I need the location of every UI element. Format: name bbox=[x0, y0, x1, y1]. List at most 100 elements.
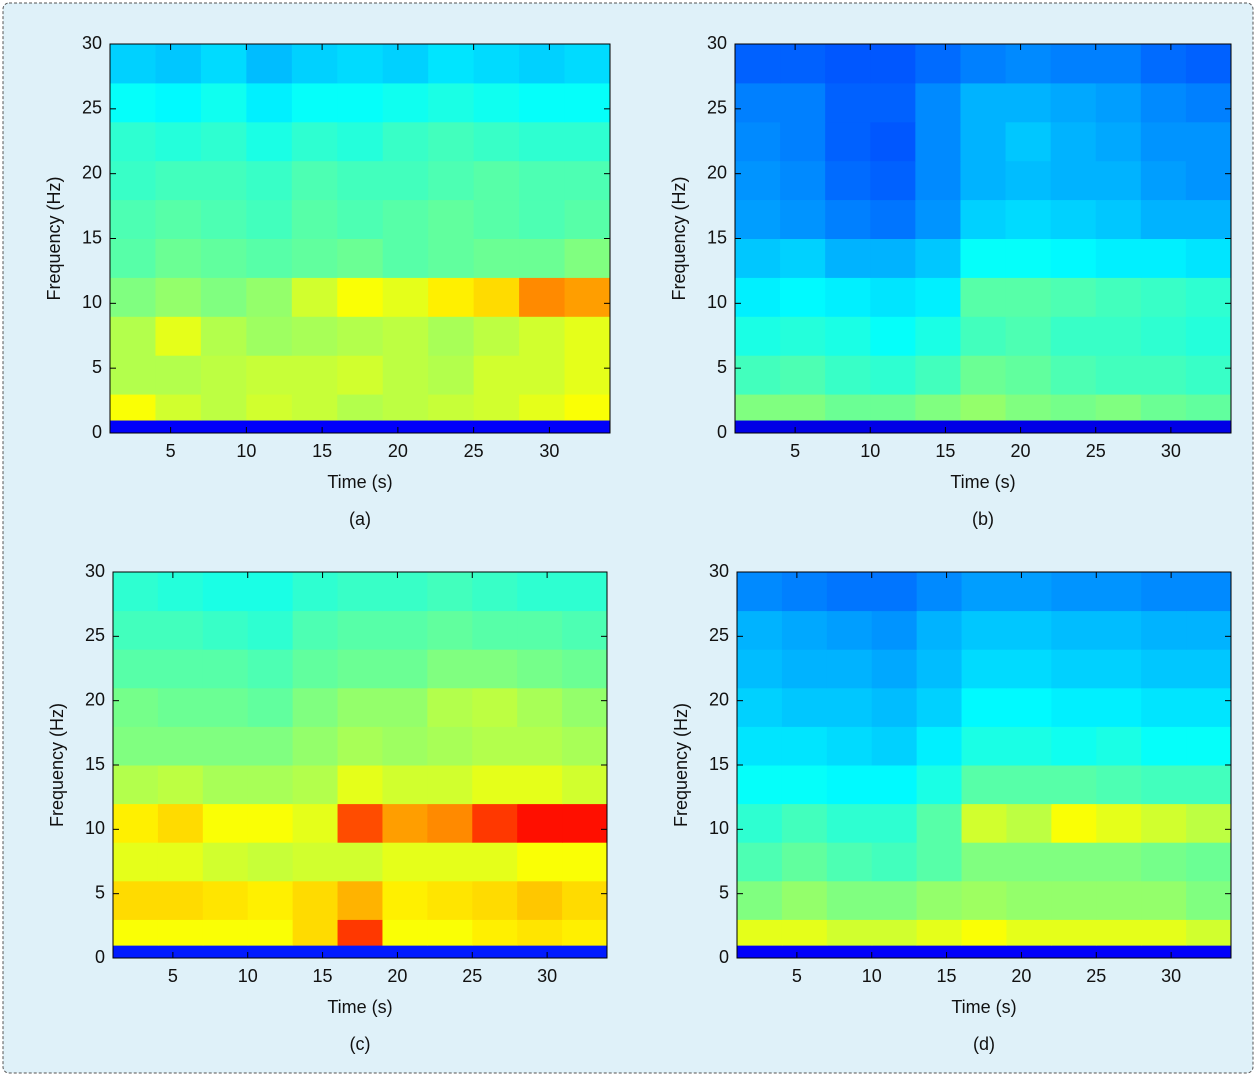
heatmap-cell bbox=[735, 199, 781, 239]
heatmap-cell bbox=[1185, 44, 1232, 84]
panel-caption: (a) bbox=[349, 509, 371, 529]
heatmap-cell bbox=[825, 44, 871, 84]
y-tick-label: 15 bbox=[707, 227, 727, 247]
heatmap-cell bbox=[517, 649, 563, 689]
heatmap-cell bbox=[562, 610, 608, 650]
heatmap-cell bbox=[382, 880, 428, 920]
panel-caption: (d) bbox=[973, 1034, 995, 1054]
heatmap-cell bbox=[200, 355, 247, 395]
x-tick-label: 30 bbox=[537, 966, 557, 986]
heatmap-cell bbox=[110, 316, 156, 356]
y-tick-label: 5 bbox=[95, 882, 105, 902]
heatmap-cell bbox=[337, 394, 384, 421]
heatmap-cell bbox=[1185, 394, 1232, 421]
heatmap-cell bbox=[960, 44, 1007, 84]
heatmap-cell bbox=[735, 82, 781, 123]
heatmap-cell bbox=[202, 649, 249, 689]
heatmap-cell bbox=[825, 238, 871, 278]
heatmap-cell bbox=[1096, 726, 1142, 766]
x-tick-label: 5 bbox=[792, 966, 802, 986]
heatmap-cell bbox=[780, 420, 826, 434]
heatmap-cell bbox=[826, 945, 873, 959]
heatmap-cell bbox=[735, 420, 781, 434]
heatmap-cell bbox=[292, 765, 339, 805]
heatmap bbox=[110, 44, 611, 434]
heatmap-cell bbox=[916, 687, 963, 727]
heatmap-cell bbox=[427, 803, 473, 843]
heatmap-cell bbox=[200, 82, 247, 123]
heatmap-cell bbox=[382, 160, 429, 201]
heatmap-cell bbox=[1140, 121, 1187, 162]
heatmap-cell bbox=[1096, 765, 1142, 805]
y-tick-label: 25 bbox=[709, 625, 729, 645]
heatmap-cell bbox=[1006, 803, 1052, 843]
heatmap-cell bbox=[155, 82, 202, 123]
y-tick-label: 15 bbox=[85, 754, 105, 774]
heatmap-cell bbox=[961, 803, 1007, 843]
x-tick-label: 20 bbox=[388, 441, 408, 461]
heatmap-cell bbox=[781, 945, 828, 959]
heatmap-cell bbox=[564, 160, 611, 201]
heatmap-cell bbox=[337, 82, 384, 123]
heatmap-cell bbox=[517, 687, 563, 727]
heatmap-cell bbox=[1005, 199, 1052, 239]
heatmap-cell bbox=[1096, 919, 1142, 946]
heatmap-cell bbox=[562, 726, 608, 766]
heatmap-cell bbox=[1096, 880, 1142, 920]
heatmap-cell bbox=[382, 803, 428, 843]
heatmap-cell bbox=[155, 160, 202, 201]
y-tick-label: 20 bbox=[82, 162, 102, 182]
heatmap-cell bbox=[292, 919, 339, 946]
heatmap-cell bbox=[1141, 572, 1187, 612]
heatmap-cell bbox=[870, 394, 916, 421]
heatmap-cell bbox=[113, 842, 159, 882]
heatmap-cell bbox=[781, 765, 828, 805]
heatmap-cell bbox=[564, 277, 611, 317]
heatmap-cell bbox=[780, 82, 826, 123]
heatmap-cell bbox=[735, 121, 781, 162]
heatmap-cell bbox=[382, 726, 428, 766]
heatmap-cell bbox=[1141, 649, 1187, 689]
heatmap-cell bbox=[200, 199, 247, 239]
heatmap-cell bbox=[428, 44, 475, 84]
heatmap-cell bbox=[1141, 880, 1187, 920]
heatmap-cell bbox=[1186, 842, 1232, 882]
heatmap-cell bbox=[473, 82, 520, 123]
heatmap-cell bbox=[562, 842, 608, 882]
heatmap-cell bbox=[1050, 355, 1097, 395]
heatmap-cell bbox=[519, 277, 566, 317]
heatmap-cell bbox=[155, 199, 202, 239]
heatmap-cell bbox=[155, 44, 202, 84]
heatmap-cell bbox=[200, 277, 247, 317]
heatmap-cell bbox=[737, 945, 783, 959]
heatmap-cell bbox=[1051, 880, 1097, 920]
heatmap-cell bbox=[870, 277, 916, 317]
heatmap-cell bbox=[157, 765, 204, 805]
heatmap-cell bbox=[737, 765, 783, 805]
heatmap-cell bbox=[337, 726, 383, 766]
heatmap-cell bbox=[1051, 726, 1097, 766]
heatmap-cell bbox=[1051, 919, 1097, 946]
heatmap-cell bbox=[517, 765, 563, 805]
heatmap-cell bbox=[202, 880, 249, 920]
heatmap-cell bbox=[382, 610, 428, 650]
heatmap-cell bbox=[382, 238, 429, 278]
heatmap-cell bbox=[1186, 687, 1232, 727]
heatmap-cell bbox=[113, 610, 159, 650]
heatmap-cell bbox=[737, 649, 783, 689]
heatmap-cell bbox=[562, 572, 608, 612]
heatmap-cell bbox=[1050, 238, 1097, 278]
y-tick-label: 10 bbox=[85, 818, 105, 838]
heatmap-cell bbox=[291, 420, 338, 434]
heatmap-cell bbox=[292, 803, 339, 843]
heatmap-cell bbox=[473, 394, 520, 421]
heatmap-cell bbox=[960, 238, 1007, 278]
y-tick-label: 0 bbox=[92, 422, 102, 442]
heatmap-cell bbox=[337, 610, 383, 650]
heatmap-cell bbox=[337, 572, 383, 612]
heatmap-cell bbox=[110, 394, 156, 421]
y-tick-label: 15 bbox=[82, 227, 102, 247]
heatmap-cell bbox=[292, 687, 339, 727]
heatmap-cell bbox=[337, 160, 384, 201]
x-tick-label: 10 bbox=[862, 966, 882, 986]
